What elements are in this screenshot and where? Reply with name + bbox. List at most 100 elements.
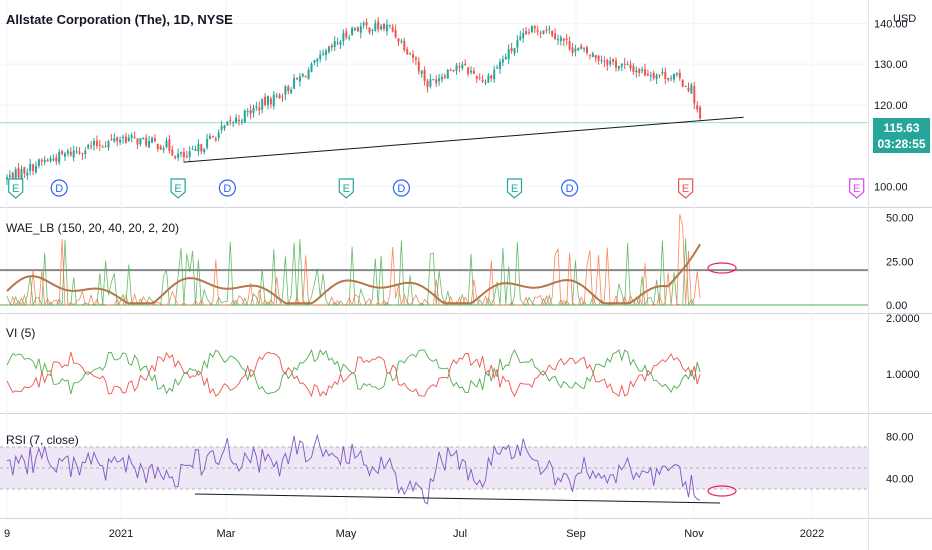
candle-body [504, 56, 507, 60]
candles-group [6, 17, 702, 186]
price-tick-label: 120.00 [874, 100, 908, 112]
candle-body [403, 40, 406, 51]
candle-body [458, 66, 461, 68]
candle-body [649, 75, 652, 77]
candle-body [298, 76, 301, 82]
candle-body [617, 66, 620, 69]
candle-body [499, 62, 501, 69]
rsi-tick-label: 40.00 [886, 474, 914, 486]
candle-body [345, 31, 348, 38]
event-letter: E [511, 183, 518, 195]
candle-body [359, 26, 362, 33]
rsi-pane-label: RSI (7, close) [6, 433, 79, 447]
candle-body [583, 48, 586, 50]
candle-body [322, 53, 325, 55]
event-letter: D [223, 183, 231, 195]
candle-body [365, 22, 368, 26]
candle-body [191, 148, 194, 150]
candle-body [496, 67, 499, 69]
candle-body [429, 79, 432, 87]
candle-body [197, 144, 200, 152]
wae-ma-series [6, 243, 701, 305]
candle-body [412, 54, 414, 58]
candle-body [409, 53, 412, 55]
candle-body [626, 63, 629, 65]
candle-body [261, 99, 264, 110]
candle-body [368, 27, 371, 33]
candle-body [603, 60, 606, 62]
dividend-icon [218, 179, 236, 197]
event-marker-D: D [50, 179, 68, 197]
candle-body [528, 32, 530, 34]
candle-body [159, 146, 162, 150]
event-marker-D: D [560, 179, 579, 197]
candle-body [493, 69, 496, 80]
candle-body [40, 159, 43, 162]
x-tick-label: Mar [217, 528, 236, 540]
candle-body [559, 37, 562, 42]
candle-body [46, 159, 49, 162]
candle-body [127, 137, 130, 142]
price-tick-label: 130.00 [874, 59, 908, 71]
candle-body [336, 42, 339, 44]
candle-body [142, 138, 145, 140]
candle-body [699, 107, 702, 119]
candle-body [571, 47, 574, 53]
candle-body [406, 49, 409, 55]
candle-body [577, 47, 580, 50]
candle-body [464, 63, 467, 66]
highlight-circle [707, 485, 737, 497]
candle-body [130, 135, 133, 138]
event-letter: E [853, 183, 860, 195]
candle-body [591, 53, 594, 58]
event-marker-D: D [218, 179, 236, 197]
candle-body [95, 140, 98, 147]
candle-body [438, 78, 441, 82]
candle-body [394, 29, 397, 38]
candle-body [600, 60, 603, 62]
earnings-icon [338, 178, 354, 199]
candle-body [423, 69, 426, 81]
wae-pane-label: WAE_LB (150, 20, 40, 20, 2, 20) [6, 221, 179, 235]
candle-body [333, 41, 336, 48]
candle-body [400, 40, 403, 42]
earnings-icon [506, 178, 523, 199]
candle-body [513, 48, 516, 54]
candle-body [293, 78, 296, 89]
candle-body [194, 148, 197, 151]
candle-body [151, 137, 153, 143]
candle-body [214, 138, 217, 141]
candle-body [52, 158, 55, 161]
candle-body [612, 59, 615, 62]
candle-body [475, 76, 478, 79]
price-tick-label: 140.00 [874, 18, 908, 30]
candle-body [319, 54, 322, 60]
candle-body [397, 38, 400, 42]
candle-body [681, 80, 684, 87]
candle-body [432, 79, 435, 81]
candle-body [609, 61, 612, 65]
candle-body [510, 48, 513, 51]
candle-body [588, 54, 591, 56]
earnings-icon [170, 178, 186, 199]
candle-body [35, 166, 37, 173]
candle-body [171, 149, 174, 156]
candle-body [98, 144, 101, 146]
candle-body [443, 75, 446, 78]
candle-body [542, 30, 545, 34]
candle-body [467, 67, 470, 74]
candle-body [211, 136, 214, 138]
candle-body [490, 75, 493, 79]
candle-body [385, 24, 388, 32]
candle-body [484, 82, 487, 84]
candle-body [139, 138, 142, 145]
event-letter: E [343, 183, 350, 195]
candle-body [90, 145, 93, 147]
event-letter: E [682, 183, 689, 195]
candle-body [246, 111, 249, 113]
event-letter: E [174, 183, 181, 195]
candle-body [255, 106, 258, 108]
candle-body [667, 78, 670, 80]
candle-body [200, 144, 203, 152]
